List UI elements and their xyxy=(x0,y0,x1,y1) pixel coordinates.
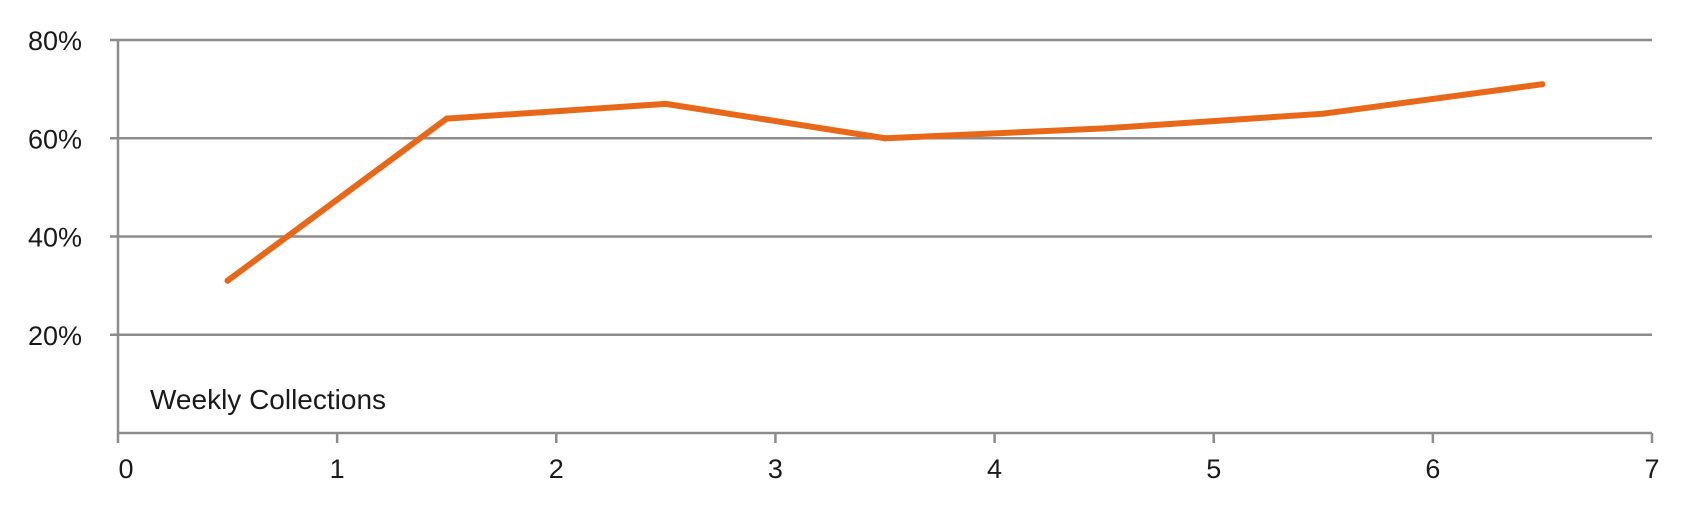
gridlines xyxy=(118,38,1652,336)
series-layer xyxy=(224,81,1546,284)
data-point-0-2 xyxy=(662,100,669,107)
x-tick-label-7: 7 xyxy=(1644,454,1659,484)
axes xyxy=(110,38,1654,443)
chart-annotation: Weekly Collections xyxy=(150,384,386,415)
data-point-0-1 xyxy=(443,115,450,122)
y-tick-label-80: 80% xyxy=(28,26,82,56)
y-tick-label-20: 20% xyxy=(28,321,82,351)
series-line-0 xyxy=(224,81,1546,284)
y-tick-label-40: 40% xyxy=(28,223,82,253)
x-tick-label-0: 0 xyxy=(118,454,133,484)
data-point-0-4 xyxy=(1101,125,1108,132)
data-point-0-3 xyxy=(882,135,888,142)
tick-labels: 20% 40% 60% 80% 0 1 2 3 4 5 6 7 xyxy=(28,26,1660,484)
x-tick-label-1: 1 xyxy=(330,454,345,484)
data-point-0-6 xyxy=(1539,81,1546,88)
data-point-0-5 xyxy=(1320,110,1327,117)
x-tick-label-4: 4 xyxy=(987,454,1002,484)
y-tick-label-60: 60% xyxy=(28,124,82,154)
data-point-0-0 xyxy=(224,277,231,284)
x-tick-label-2: 2 xyxy=(549,454,564,484)
x-tick-label-5: 5 xyxy=(1206,454,1221,484)
x-tick-label-3: 3 xyxy=(768,454,783,484)
x-tick-label-6: 6 xyxy=(1425,454,1440,484)
